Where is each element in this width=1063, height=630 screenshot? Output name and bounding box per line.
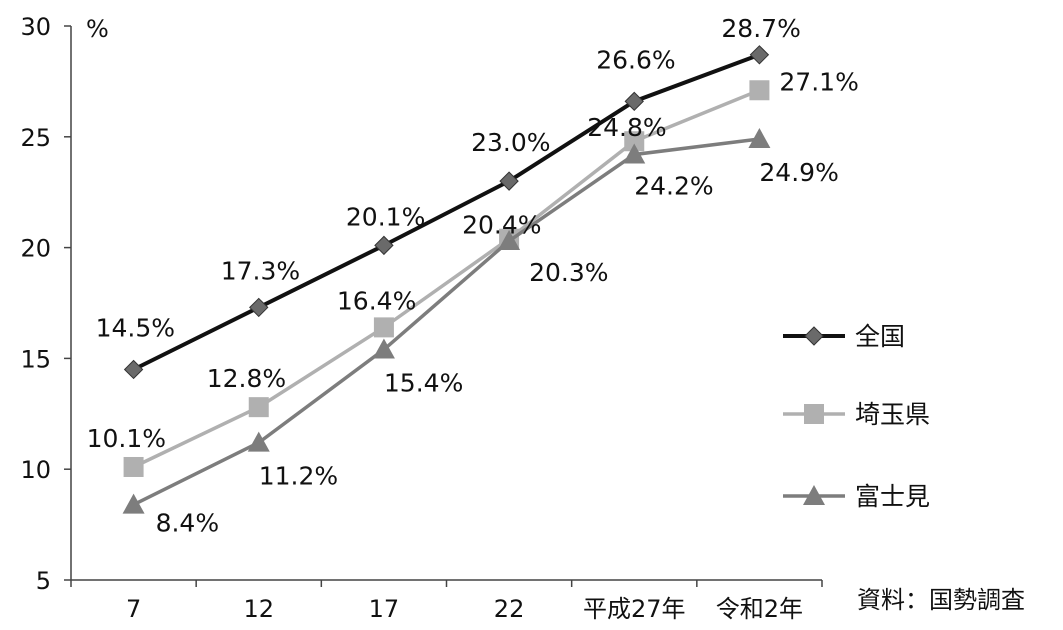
x-tick-label: 17	[369, 595, 400, 623]
axes: 5 10 15 20 25 30 7 12 17 22 平成27年 令和2年	[20, 13, 823, 623]
data-label: 20.3%	[529, 258, 608, 287]
data-point	[748, 128, 771, 149]
y-tick-label: 15	[20, 345, 51, 373]
data-point	[123, 456, 144, 477]
data-point	[623, 143, 646, 164]
data-label: 8.4%	[156, 509, 220, 538]
data-label: 24.9%	[759, 158, 838, 187]
legend-label: 埼玉県	[855, 400, 930, 429]
legend-item: 富士見	[783, 482, 930, 511]
series-3	[122, 128, 771, 514]
data-point	[374, 235, 394, 256]
data-point	[749, 45, 770, 65]
series-line	[132, 52, 761, 372]
x-tick-label: 令和2年	[716, 595, 803, 623]
data-label: 10.1%	[87, 424, 166, 453]
data-point	[624, 91, 644, 112]
source-note: 資料：国勢調査	[857, 586, 1025, 614]
x-tick-label: 7	[126, 595, 141, 623]
series-group	[122, 45, 771, 514]
y-tick-label: 30	[20, 13, 51, 41]
legend-label: 全国	[855, 322, 905, 351]
data-label: 24.8%	[587, 113, 666, 142]
data-label: 20.4%	[462, 211, 541, 240]
data-point	[122, 493, 145, 514]
data-point	[373, 317, 394, 338]
data-point	[248, 397, 269, 418]
data-label: 11.2%	[259, 462, 338, 491]
data-point	[749, 80, 770, 101]
data-label: 23.0%	[471, 128, 550, 157]
data-point	[247, 431, 270, 452]
data-label: 24.2%	[634, 172, 713, 201]
data-label: 20.1%	[346, 202, 425, 231]
data-label: 14.5%	[96, 313, 175, 342]
series-line	[132, 88, 761, 469]
legend-marker	[804, 404, 824, 424]
data-label: 28.7%	[721, 14, 800, 43]
data-label: 16.4%	[337, 286, 416, 315]
legend-marker	[804, 326, 824, 346]
data-point	[499, 171, 519, 191]
x-tick-label: 12	[243, 595, 274, 623]
data-point	[372, 338, 395, 359]
x-tick-label: 平成27年	[583, 595, 686, 623]
data-label: 17.3%	[221, 256, 300, 285]
data-point	[498, 229, 521, 250]
y-axis-unit: %	[86, 15, 109, 43]
y-tick-label: 20	[20, 235, 51, 263]
data-label: 12.8%	[207, 364, 286, 393]
legend-marker	[803, 485, 825, 505]
y-tick-label: 10	[20, 456, 51, 484]
data-point	[249, 297, 269, 318]
data-point	[123, 359, 144, 380]
series-line	[132, 137, 760, 507]
data-labels: 14.5% 17.3% 20.1% 23.0% 26.6% 28.7% 10.1% 12.8%…	[87, 14, 859, 538]
data-point	[624, 131, 645, 152]
legend-item: 埼玉県	[783, 400, 930, 429]
data-label: 26.6%	[596, 45, 675, 74]
legend-label: 富士見	[855, 482, 930, 511]
y-tick-label: 5	[36, 567, 51, 595]
data-label: 15.4%	[384, 369, 463, 398]
legend-item: 全国	[783, 322, 905, 351]
y-tick-label: 25	[20, 124, 51, 152]
data-label: 27.1%	[779, 67, 858, 96]
series-1	[123, 45, 770, 380]
x-tick-label: 22	[494, 595, 525, 623]
